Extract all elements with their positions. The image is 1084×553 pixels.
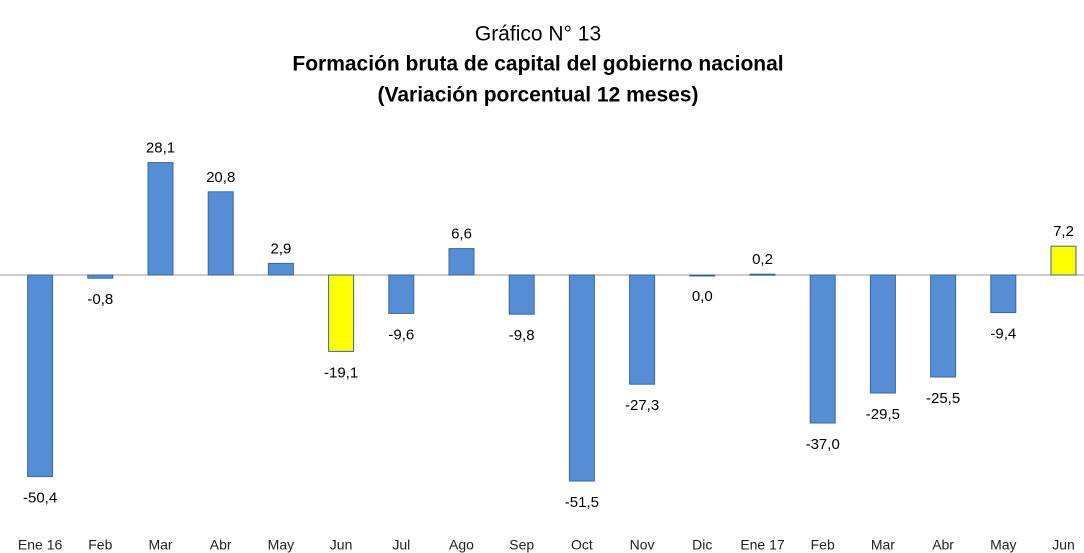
chart-subtitle: Formación bruta de capital del gobierno … bbox=[292, 53, 783, 76]
x-tick-label: Jun bbox=[1052, 537, 1075, 553]
x-tick-label: Feb bbox=[88, 537, 112, 553]
x-tick-label: Jun bbox=[330, 537, 353, 553]
bar bbox=[87, 274, 114, 279]
chart-title: Gráfico N° 13 bbox=[475, 23, 601, 46]
x-tick-label: Abr bbox=[932, 537, 954, 553]
x-tick-label: May bbox=[268, 537, 294, 553]
chart-subtitle: (Variación porcentual 12 meses) bbox=[378, 84, 699, 107]
bar bbox=[990, 274, 1017, 314]
bar bbox=[27, 274, 54, 478]
x-tick-label: Oct bbox=[571, 537, 593, 553]
value-label: -9,8 bbox=[509, 327, 535, 344]
value-label: -9,6 bbox=[388, 326, 414, 343]
value-label: -37,0 bbox=[806, 436, 840, 453]
value-label: 0,0 bbox=[692, 288, 713, 305]
x-tick-label: Abr bbox=[210, 537, 232, 553]
x-tick-label: Dic bbox=[692, 537, 712, 553]
bar bbox=[749, 273, 776, 276]
x-tick-label: Mar bbox=[148, 537, 172, 553]
x-tick-label: May bbox=[990, 537, 1016, 553]
value-label: -51,5 bbox=[565, 494, 599, 511]
x-tick-label: Ago bbox=[449, 537, 474, 553]
x-tick-label: Sep bbox=[509, 537, 534, 553]
value-label: 6,6 bbox=[451, 226, 472, 243]
x-tick-label: Feb bbox=[811, 537, 835, 553]
bar bbox=[869, 274, 896, 394]
bar bbox=[508, 274, 535, 315]
bar bbox=[448, 248, 475, 276]
bar bbox=[207, 191, 234, 276]
x-tick-label: Jul bbox=[392, 537, 410, 553]
bar bbox=[1050, 245, 1077, 276]
value-label: 7,2 bbox=[1053, 223, 1074, 240]
bar bbox=[930, 274, 957, 378]
value-label: -50,4 bbox=[23, 490, 57, 507]
bar bbox=[388, 274, 415, 314]
bar bbox=[267, 262, 294, 276]
bar bbox=[629, 274, 656, 385]
value-label: 2,9 bbox=[270, 240, 291, 257]
value-label: 0,2 bbox=[752, 251, 773, 268]
value-label: -27,3 bbox=[625, 397, 659, 414]
bar bbox=[328, 274, 355, 352]
x-tick-label: Nov bbox=[630, 537, 655, 553]
bar bbox=[809, 274, 836, 424]
value-label: 20,8 bbox=[206, 169, 235, 186]
value-label: 28,1 bbox=[146, 140, 175, 157]
x-tick-label: Ene 17 bbox=[740, 537, 785, 553]
x-tick-label: Ene 16 bbox=[18, 537, 63, 553]
value-label: -29,5 bbox=[866, 406, 900, 423]
value-label: -9,4 bbox=[990, 326, 1016, 343]
x-tick-label: Mar bbox=[871, 537, 895, 553]
value-label: -25,5 bbox=[926, 390, 960, 407]
value-label: -0,8 bbox=[87, 291, 113, 308]
bar bbox=[568, 274, 595, 482]
bar bbox=[147, 162, 174, 276]
bar bbox=[689, 274, 716, 277]
value-label: -19,1 bbox=[324, 364, 358, 381]
